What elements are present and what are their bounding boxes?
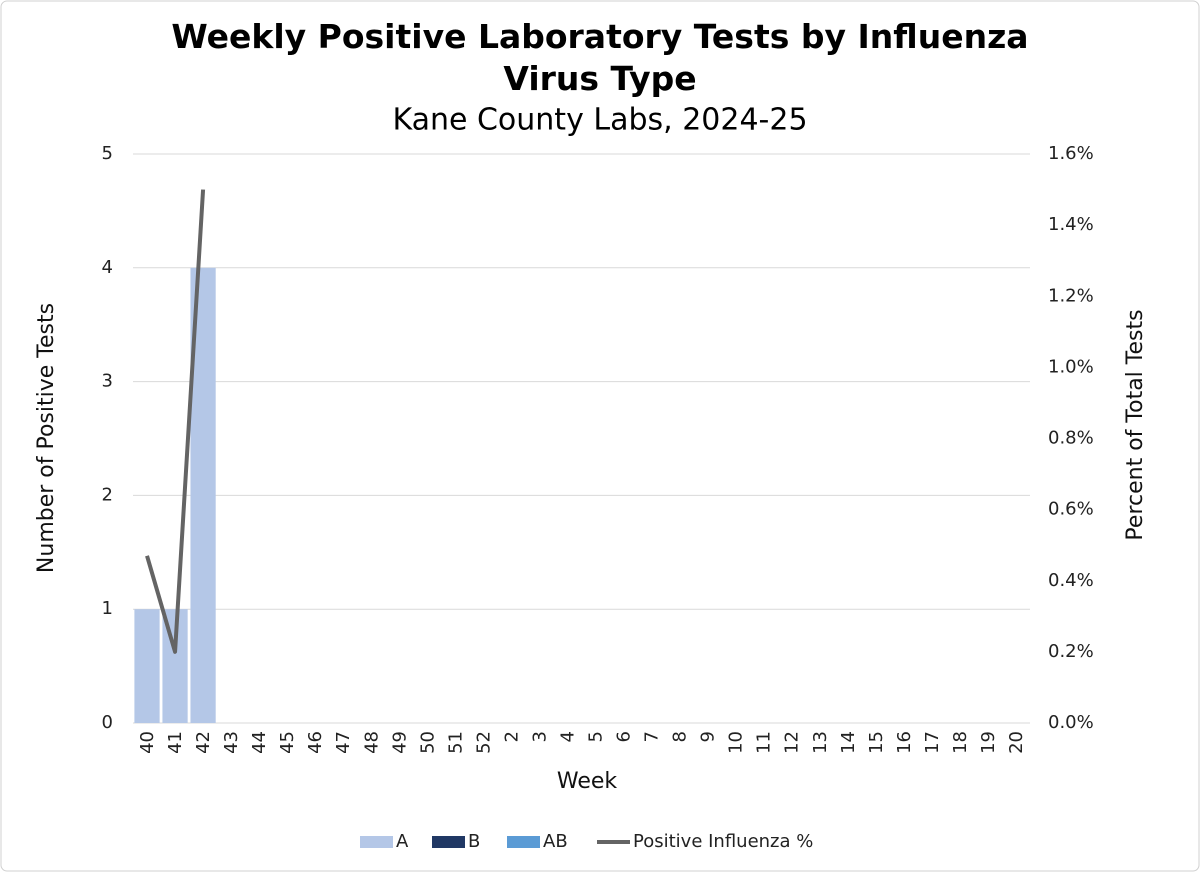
y2-tick-label: 1.4% — [1048, 214, 1094, 235]
x-tick-label: 45 — [277, 731, 298, 754]
legend-label: AB — [543, 831, 568, 852]
x-tick-label: 4 — [557, 731, 578, 742]
x-tick-label: 51 — [445, 731, 466, 754]
bar — [134, 609, 160, 723]
x-tick-label: 42 — [193, 731, 214, 754]
y2-tick-label: 0.4% — [1048, 570, 1094, 591]
y-axis-title: Number of Positive Tests — [34, 303, 59, 573]
y2-axis-title: Percent of Total Tests — [1123, 309, 1148, 540]
y-tick-label: 4 — [102, 257, 113, 278]
x-tick-label: 19 — [978, 731, 999, 754]
x-tick-label: 44 — [249, 731, 270, 754]
x-tick-label: 15 — [866, 731, 887, 754]
legend-label: Positive Influenza % — [633, 831, 813, 852]
legend-label: A — [396, 831, 409, 852]
y2-tick-label: 0.2% — [1048, 641, 1094, 662]
y2-tick-label: 0.0% — [1048, 712, 1094, 733]
y2-tick-label: 0.6% — [1048, 499, 1094, 520]
y-tick-label: 1 — [102, 598, 113, 619]
chart-title: Weekly Positive Laboratory Tests by Infl… — [171, 17, 1028, 98]
x-tick-label: 2 — [501, 731, 522, 742]
y-tick-label: 3 — [102, 371, 113, 392]
legend-label: B — [468, 831, 480, 852]
x-tick-label: 10 — [726, 731, 747, 754]
x-tick-label: 46 — [305, 731, 326, 754]
x-tick-label: 14 — [838, 731, 859, 754]
y-tick-label: 0 — [102, 712, 113, 733]
x-tick-label: 52 — [473, 731, 494, 754]
chart-subtitle: Kane County Labs, 2024-25 — [392, 103, 807, 138]
x-tick-label: 3 — [529, 731, 550, 742]
x-tick-label: 7 — [642, 731, 663, 742]
x-tick-label: 17 — [922, 731, 943, 754]
x-tick-label: 20 — [1006, 731, 1027, 754]
y-tick-label: 2 — [102, 484, 113, 505]
x-axis-title: Week — [557, 769, 618, 794]
y2-tick-label: 0.8% — [1048, 428, 1094, 449]
y-tick-label: 5 — [102, 143, 113, 164]
y2-tick-label: 1.6% — [1048, 143, 1094, 164]
x-tick-label: 12 — [782, 731, 803, 754]
y2-tick-label: 1.0% — [1048, 356, 1094, 377]
x-tick-label: 6 — [614, 731, 635, 742]
y2-tick-label: 1.2% — [1048, 285, 1094, 306]
x-tick-label: 40 — [137, 731, 158, 754]
x-tick-label: 50 — [417, 731, 438, 754]
x-tick-label: 47 — [333, 731, 354, 754]
x-tick-label: 43 — [221, 731, 242, 754]
x-tick-label: 18 — [950, 731, 971, 754]
legend-swatch — [507, 836, 540, 848]
line — [145, 189, 206, 654]
legend-swatch — [360, 836, 393, 848]
x-tick-label: 49 — [389, 731, 410, 754]
x-tick-label: 9 — [698, 731, 719, 742]
legend-swatch — [432, 836, 465, 848]
x-tick-label: 5 — [586, 731, 607, 742]
x-tick-label: 48 — [361, 731, 382, 754]
x-tick-label: 16 — [894, 731, 915, 754]
x-tick-label: 13 — [810, 731, 831, 754]
x-tick-label: 11 — [754, 731, 775, 754]
x-tick-label: 41 — [165, 731, 186, 754]
x-tick-label: 8 — [670, 731, 691, 742]
